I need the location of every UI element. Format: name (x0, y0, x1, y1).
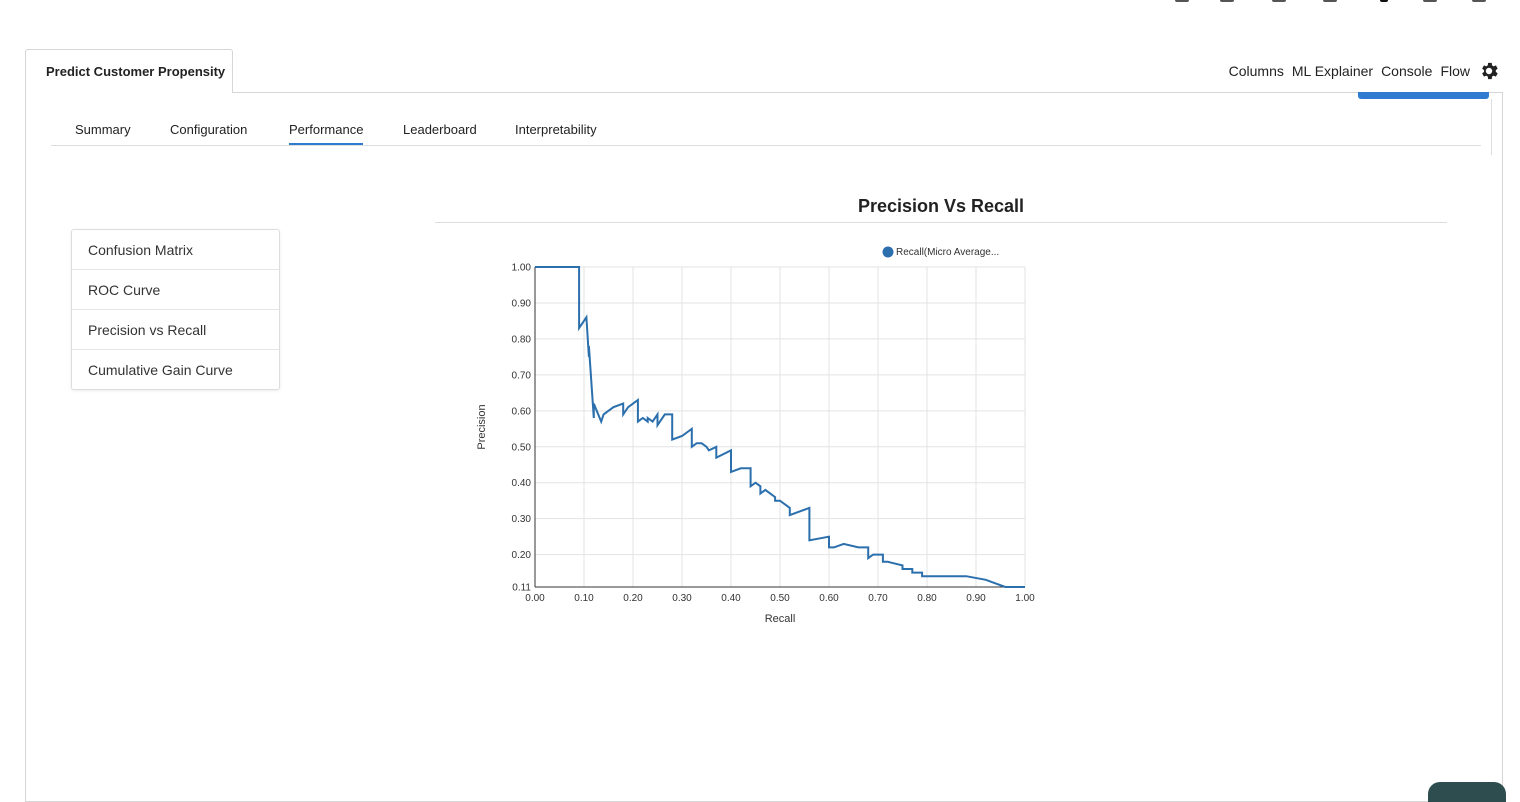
chart-divider (435, 222, 1447, 223)
x-tick-label: 0.40 (721, 593, 741, 604)
x-tick-label: 0.30 (672, 593, 692, 604)
toolbar-stub-5 (1380, 0, 1388, 2)
tab-summary[interactable]: Summary (75, 122, 131, 137)
tab-leaderboard[interactable]: Leaderboard (403, 122, 477, 137)
performance-menu: Confusion Matrix ROC Curve Precision vs … (71, 229, 280, 390)
toolbar-stub-1 (1175, 0, 1189, 2)
y-tick-label: 0.70 (512, 370, 532, 381)
y-tick-label: 0.60 (512, 406, 532, 417)
toolbar-stub-6 (1423, 0, 1437, 2)
y-tick-label: 0.90 (512, 298, 532, 309)
y-axis-label: Precision (476, 404, 488, 449)
menu-item-cumulative-gain-curve[interactable]: Cumulative Gain Curve (88, 362, 233, 378)
x-tick-label: 0.70 (868, 593, 888, 604)
legend-label: Recall(Micro Average... (896, 247, 999, 258)
toolbar-stub-4 (1323, 0, 1337, 2)
tab-performance[interactable]: Performance (289, 122, 364, 145)
scrollbar[interactable] (1491, 99, 1492, 155)
nav-columns[interactable]: Columns (1228, 63, 1284, 79)
menu-item-precision-vs-recall[interactable]: Precision vs Recall (72, 310, 279, 350)
action-button[interactable] (1358, 92, 1489, 99)
gear-icon[interactable] (1478, 60, 1500, 82)
nav-console[interactable]: Console (1381, 63, 1433, 79)
x-tick-label: 0.20 (623, 593, 643, 604)
x-tick-label: 0.60 (819, 593, 839, 604)
menu-item-confusion-matrix[interactable]: Confusion Matrix (72, 230, 279, 270)
toolbar-stub-3 (1272, 0, 1286, 2)
chart-title: Precision Vs Recall (857, 196, 1025, 216)
x-tick-label: 0.80 (917, 593, 937, 604)
y-tick-label: 0.11 (512, 583, 531, 594)
tab-configuration[interactable]: Configuration (170, 122, 248, 137)
y-tick-label: 0.20 (512, 550, 532, 561)
series-line (535, 266, 1025, 588)
x-tick-label: 0.50 (770, 593, 790, 604)
x-tick-label: 0.10 (574, 593, 594, 604)
x-tick-label: 1.00 (1015, 593, 1035, 604)
toolbar-stub-2 (1220, 0, 1234, 2)
y-tick-label: 0.80 (512, 334, 532, 345)
y-tick-label: 1.00 (512, 263, 532, 274)
chat-widget[interactable] (1428, 782, 1506, 802)
x-axis-label: Recall (765, 613, 796, 625)
legend-marker (882, 246, 894, 258)
y-tick-label: 0.40 (512, 478, 532, 489)
y-tick-label: 0.50 (512, 442, 532, 453)
y-tick-label: 0.30 (512, 514, 532, 525)
toolbar-stub-7 (1472, 0, 1486, 2)
precision-recall-chart: 0.00 0.10 0.20 0.30 0.40 0.50 0.60 0.70 0.80 0.90… (476, 246, 1035, 625)
x-tick-label: 0.00 (525, 593, 545, 604)
top-nav: Columns ML Explainer Console Flow (1229, 60, 1500, 82)
nav-flow[interactable]: Flow (1440, 63, 1470, 79)
menu-item-roc-curve[interactable]: ROC Curve (72, 270, 279, 310)
nav-ml-explainer[interactable]: ML Explainer (1291, 63, 1374, 79)
main-tab[interactable]: Predict Customer Propensity (25, 49, 233, 93)
tab-interpretability[interactable]: Interpretability (515, 122, 597, 137)
sub-tabs: Summary Configuration Performance Leader… (51, 112, 1481, 146)
x-tick-label: 0.90 (966, 593, 986, 604)
